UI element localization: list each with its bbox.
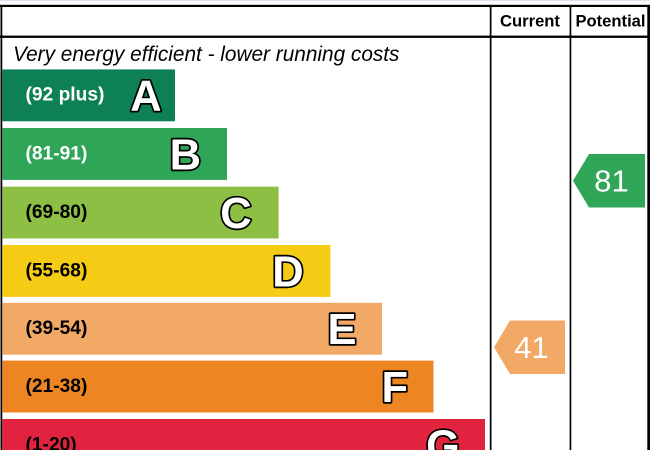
svg-text:F: F (382, 364, 409, 412)
svg-text:(92 plus): (92 plus) (26, 85, 105, 106)
svg-text:Very energy efficient - lower: Very energy efficient - lower running co… (13, 43, 399, 66)
svg-text:(1-20): (1-20) (26, 434, 77, 450)
svg-text:81: 81 (594, 164, 628, 199)
svg-text:(69-80): (69-80) (26, 202, 88, 223)
svg-text:E: E (327, 306, 356, 354)
svg-text:(21-38): (21-38) (26, 376, 88, 397)
svg-text:Potential: Potential (575, 12, 645, 31)
svg-text:(81-91): (81-91) (26, 143, 88, 164)
svg-text:C: C (220, 190, 251, 238)
svg-text:(39-54): (39-54) (26, 318, 88, 339)
svg-text:G: G (426, 422, 460, 450)
svg-text:(55-68): (55-68) (26, 260, 88, 281)
svg-text:D: D (272, 248, 303, 296)
svg-text:41: 41 (514, 330, 548, 365)
svg-text:A: A (130, 73, 161, 121)
svg-text:Current: Current (500, 12, 560, 31)
svg-text:B: B (170, 131, 201, 179)
